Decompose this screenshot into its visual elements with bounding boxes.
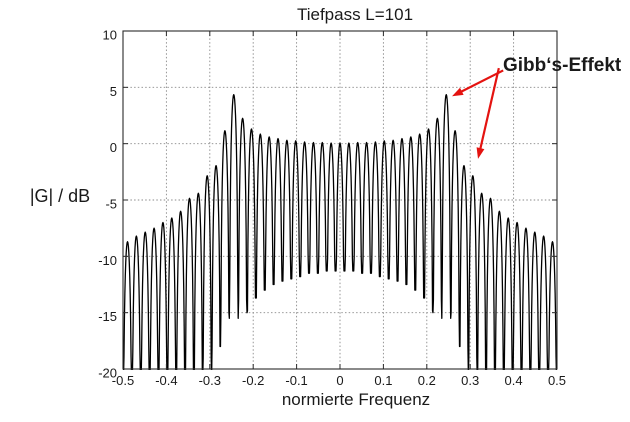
response-curve xyxy=(123,94,557,370)
y-tick-label: 5 xyxy=(110,84,117,99)
annotation-arrow-line xyxy=(478,67,500,154)
x-tick-label: -0.4 xyxy=(155,373,177,388)
annotation-arrowhead xyxy=(476,147,485,159)
y-tick-label: 10 xyxy=(103,28,117,43)
y-axis-label: |G| / dB xyxy=(30,186,90,206)
y-tick-label: -5 xyxy=(105,197,117,212)
y-tick-label: -20 xyxy=(98,366,117,381)
x-tick-label: -0.5 xyxy=(112,373,134,388)
x-tick-label: 0.1 xyxy=(374,373,392,388)
x-axis-label: normierte Frequenz xyxy=(282,390,430,409)
x-tick-label: 0.5 xyxy=(548,373,566,388)
x-tick-label: 0.2 xyxy=(418,373,436,388)
x-tick-label: -0.3 xyxy=(199,373,221,388)
y-tick-label: 0 xyxy=(110,140,117,155)
x-tick-label: 0.4 xyxy=(505,373,523,388)
x-tick-label: 0 xyxy=(336,373,343,388)
x-tick-label: -0.1 xyxy=(285,373,307,388)
chart-title: Tiefpass L=101 xyxy=(297,5,413,24)
response-curve-path xyxy=(123,94,557,370)
axes-border xyxy=(122,30,558,370)
y-tick-label: -15 xyxy=(98,309,117,324)
x-tick-label: -0.2 xyxy=(242,373,264,388)
annotation-arrow-line xyxy=(456,69,504,95)
axes-box xyxy=(122,30,558,370)
gibbs-annotation-arrows xyxy=(452,67,504,159)
grid-lines xyxy=(123,31,557,369)
annotation-arrowhead xyxy=(452,87,464,97)
tick-labels: -0.5 -0.4 -0.3 -0.2 -0.1 0 0.1 0.2 0.3 0.4 0.5 10 5 0… xyxy=(98,28,566,389)
gibbs-effect-label: Gibb‘s-Effekt xyxy=(503,55,622,76)
x-tick-label: 0.3 xyxy=(461,373,479,388)
y-tick-label: -10 xyxy=(98,253,117,268)
